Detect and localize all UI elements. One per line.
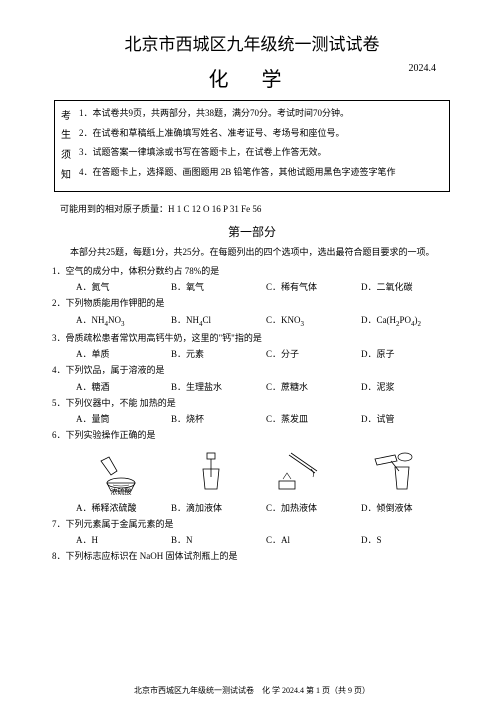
option: C．加热液体 (266, 501, 361, 514)
notice-char: 须 (61, 150, 71, 162)
option: B．滴加液体 (171, 501, 266, 514)
experiment-figure (176, 447, 246, 495)
question-5: 5．下列仪器中，不能 加热的是 (52, 397, 452, 411)
question-options: A．糖酒B．生理盐水C．蔗糖水D．泥浆 (76, 380, 456, 393)
notice-item: 1．本试卷共9页，共两部分，共38题，满分70分。考试时间70分钟。 (79, 107, 441, 120)
question-8: 8．下列标志应标识在 NaOH 固体试剂瓶上的是 (52, 550, 452, 564)
notice-char: 考 (61, 111, 71, 123)
option: D．Ca(H2PO4)2 (361, 313, 456, 328)
notice-item: 3．试题答案一律填涂或书写在答题卡上，在试卷上作答无效。 (79, 146, 441, 159)
question-1: 1．空气的成分中，体积分数约占 78%的是 (52, 265, 452, 279)
subject-title: 化 学 (209, 63, 296, 92)
option: C．Al (266, 533, 361, 546)
question-options: A．稀释浓硫酸B．滴加液体C．加热液体D．倾倒液体 (76, 501, 456, 514)
notice-item: 4．在答题卡上，选择题、画图题用 2B 铅笔作答，其他试题用黑色字迹签字笔作 (79, 166, 441, 179)
exam-date: 2024.4 (409, 63, 437, 74)
option: A．稀释浓硫酸 (76, 501, 171, 514)
option: C．稀有气体 (266, 280, 361, 293)
exam-title: 北京市西城区九年级统一测试试卷 (48, 30, 456, 55)
option: D．S (361, 533, 456, 546)
figure-label: 浓硫酸 (111, 487, 132, 497)
question-6: 6．下列实验操作正确的是 (52, 429, 452, 443)
question-options: A．量筒B．烧杯C．蒸发皿D．试管 (76, 412, 456, 425)
notice-left-label: 考 生 须 知 (59, 107, 73, 185)
atomic-mass-ref: 可能用到的相对原子质量：H 1 C 12 O 16 P 31 Fe 56 (60, 202, 444, 215)
option: B．N (171, 533, 266, 546)
notice-char: 知 (61, 170, 71, 182)
question-options: A．HB．NC．AlD．S (76, 533, 456, 546)
question-2: 2．下列物质能用作钾肥的是 (52, 297, 452, 311)
option: B．烧杯 (171, 412, 266, 425)
questions-container: 1．空气的成分中，体积分数约占 78%的是A．氮气B．氧气C．稀有气体D．二氧化… (48, 265, 456, 564)
option: D．试管 (361, 412, 456, 425)
question-4: 4．下列饮品，属于溶液的是 (52, 364, 452, 378)
question-7: 7．下列元素属于金属元素的是 (52, 518, 452, 532)
option: A．糖酒 (76, 380, 171, 393)
option: B．生理盐水 (171, 380, 266, 393)
option: A．氮气 (76, 280, 171, 293)
notice-list: 1．本试卷共9页，共两部分，共38题，满分70分。考试时间70分钟。 2．在试卷… (79, 107, 441, 185)
option: D．二氧化碳 (361, 280, 456, 293)
section-1-title: 第一部分 (48, 223, 456, 240)
option: A．H (76, 533, 171, 546)
option: C．KNO3 (266, 313, 361, 328)
option: C．分子 (266, 347, 361, 360)
page-footer: 北京市西城区九年级统一测试试卷 化 学 2024.4 第 1 页（共 9 页） (0, 685, 504, 696)
option: B．NH4Cl (171, 313, 266, 328)
option: D．泥浆 (361, 380, 456, 393)
option: A．单质 (76, 347, 171, 360)
option: C．蔗糖水 (266, 380, 361, 393)
section-1-instruction: 本部分共25题，每题1分，共25分。在每题列出的四个选项中，选出最符合题目要求的… (70, 246, 444, 259)
experiment-figure (266, 447, 336, 495)
question-3: 3．骨质疏松患者常饮用高钙牛奶，这里的"钙"指的是 (52, 332, 452, 346)
option: B．元素 (171, 347, 266, 360)
option: A．量筒 (76, 412, 171, 425)
question-options: A．单质B．元素C．分子D．原子 (76, 347, 456, 360)
experiment-figure (356, 447, 426, 495)
option: D．原子 (361, 347, 456, 360)
option: A．NH4NO3 (76, 313, 171, 328)
question-options: A．NH4NO3B．NH4ClC．KNO3D．Ca(H2PO4)2 (76, 313, 456, 328)
notice-char: 生 (61, 130, 71, 142)
notice-box: 考 生 须 知 1．本试卷共9页，共两部分，共38题，满分70分。考试时间70分… (54, 100, 450, 192)
subtitle-row: 化 学 2024.4 (48, 63, 456, 92)
option: B．氧气 (171, 280, 266, 293)
option: D．倾倒液体 (361, 501, 456, 514)
question-options: A．氮气B．氧气C．稀有气体D．二氧化碳 (76, 280, 456, 293)
experiment-figure: 浓硫酸 (86, 447, 156, 495)
notice-item: 2．在试卷和草稿纸上准确填写姓名、准考证号、考场号和座位号。 (79, 127, 441, 140)
question-images: 浓硫酸 (76, 447, 436, 497)
option: C．蒸发皿 (266, 412, 361, 425)
